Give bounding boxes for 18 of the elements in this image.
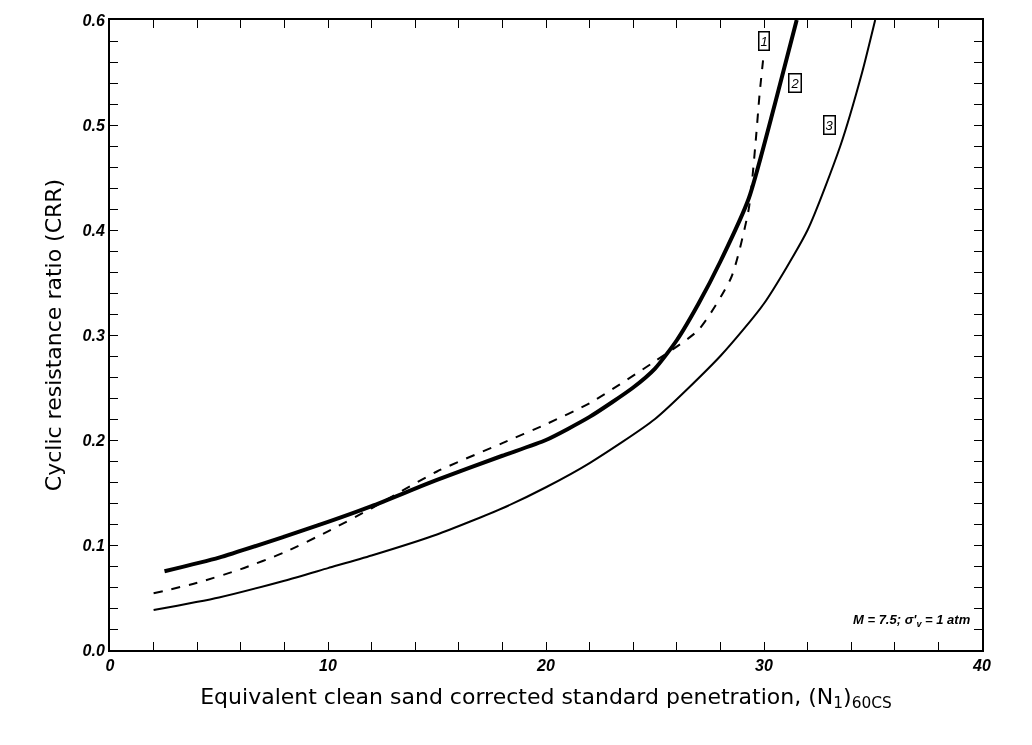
annotation: M = 7.5; σ'$_{v}$ = 1 atm <box>853 612 971 629</box>
y-tick-label: 0.0 <box>82 641 105 659</box>
y-tick-label: 0.3 <box>82 326 105 344</box>
x-axis-title: Equivalent clean sand corrected standard penetration, (N$_{1}$)$_{60CS}$ <box>200 683 892 713</box>
y-axis-title: Cyclic resistance ratio (CRR) <box>40 178 66 492</box>
y-tick-label: 0.4 <box>82 221 105 239</box>
x-tick-label: 30 <box>755 657 773 675</box>
y-tick-label: 0.2 <box>82 431 105 449</box>
annotation: 3 <box>825 117 834 133</box>
y-tick-label: 0.1 <box>82 536 105 554</box>
x-tick-label: 10 <box>319 657 337 675</box>
y-tick-label: 0.5 <box>82 116 106 134</box>
y-tick-label: 0.6 <box>82 11 105 29</box>
x-tick-label: 20 <box>536 657 555 675</box>
x-tick-label: 40 <box>972 657 991 675</box>
annotation: 1 <box>760 33 768 49</box>
annotation: 2 <box>790 75 800 91</box>
x-tick-label: 0 <box>105 657 115 675</box>
